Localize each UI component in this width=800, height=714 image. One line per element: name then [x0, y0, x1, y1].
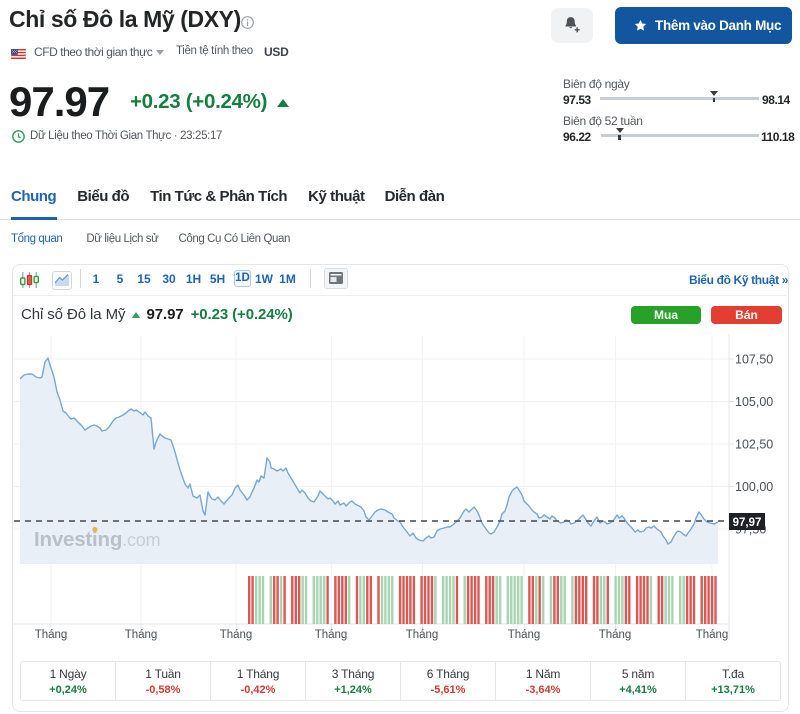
svg-text:100,00: 100,00 — [735, 480, 773, 494]
svg-text:Tháng: Tháng — [220, 629, 253, 641]
svg-text:97,97: 97,97 — [733, 517, 762, 529]
svg-text:102,50: 102,50 — [735, 438, 773, 452]
svg-text:Tháng: Tháng — [599, 629, 632, 641]
svg-text:Tháng: Tháng — [315, 629, 348, 641]
svg-text:Tháng: Tháng — [508, 629, 541, 641]
svg-text:Tháng: Tháng — [696, 629, 729, 641]
svg-text:Tháng: Tháng — [406, 629, 439, 641]
svg-text:105,00: 105,00 — [735, 395, 773, 409]
svg-text:Tháng: Tháng — [35, 629, 68, 641]
svg-text:Tháng: Tháng — [125, 629, 158, 641]
svg-text:Investing.com: Investing.com — [34, 528, 160, 551]
svg-text:107,50: 107,50 — [735, 353, 773, 367]
